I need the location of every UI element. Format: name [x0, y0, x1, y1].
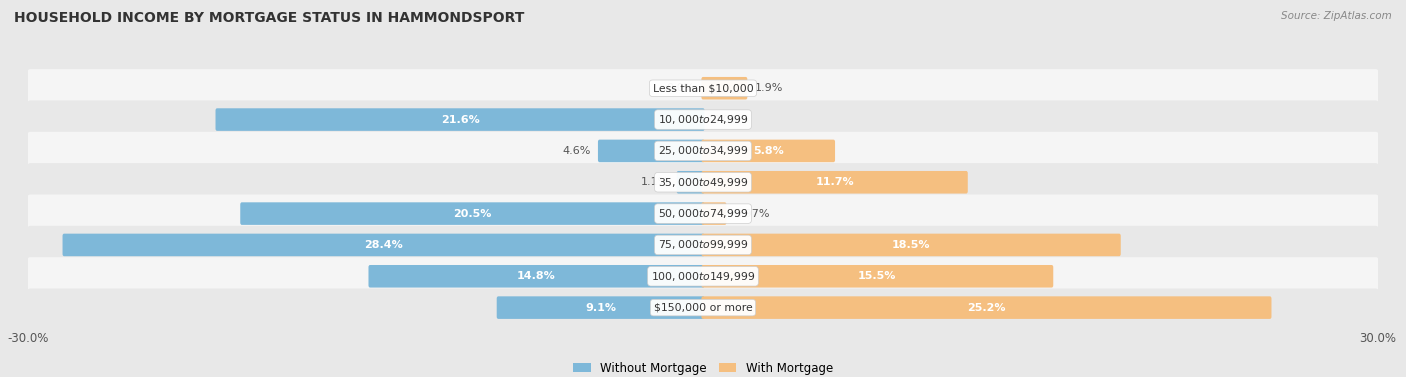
Text: 5.8%: 5.8%	[752, 146, 783, 156]
Text: $100,000 to $149,999: $100,000 to $149,999	[651, 270, 755, 283]
Text: HOUSEHOLD INCOME BY MORTGAGE STATUS IN HAMMONDSPORT: HOUSEHOLD INCOME BY MORTGAGE STATUS IN H…	[14, 11, 524, 25]
FancyBboxPatch shape	[27, 226, 1379, 264]
FancyBboxPatch shape	[496, 296, 704, 319]
Text: 25.2%: 25.2%	[967, 303, 1005, 313]
Text: 15.5%: 15.5%	[858, 271, 897, 281]
Text: 14.8%: 14.8%	[517, 271, 555, 281]
Text: 20.5%: 20.5%	[453, 208, 492, 219]
FancyBboxPatch shape	[27, 257, 1379, 296]
FancyBboxPatch shape	[27, 100, 1379, 139]
Text: Less than $10,000: Less than $10,000	[652, 83, 754, 93]
FancyBboxPatch shape	[702, 202, 727, 225]
Text: $50,000 to $74,999: $50,000 to $74,999	[658, 207, 748, 220]
Text: 9.1%: 9.1%	[585, 303, 616, 313]
FancyBboxPatch shape	[27, 195, 1379, 233]
FancyBboxPatch shape	[702, 296, 1271, 319]
FancyBboxPatch shape	[62, 234, 704, 256]
Text: 1.1%: 1.1%	[641, 177, 669, 187]
Text: 0.97%: 0.97%	[734, 208, 769, 219]
Text: $35,000 to $49,999: $35,000 to $49,999	[658, 176, 748, 189]
Text: 11.7%: 11.7%	[815, 177, 853, 187]
Text: $10,000 to $24,999: $10,000 to $24,999	[658, 113, 748, 126]
FancyBboxPatch shape	[27, 69, 1379, 107]
Text: 18.5%: 18.5%	[891, 240, 931, 250]
FancyBboxPatch shape	[368, 265, 704, 288]
FancyBboxPatch shape	[702, 171, 967, 193]
Legend: Without Mortgage, With Mortgage: Without Mortgage, With Mortgage	[568, 357, 838, 377]
FancyBboxPatch shape	[702, 234, 1121, 256]
FancyBboxPatch shape	[27, 132, 1379, 170]
Text: 0.0%: 0.0%	[666, 83, 695, 93]
FancyBboxPatch shape	[702, 139, 835, 162]
FancyBboxPatch shape	[702, 265, 1053, 288]
FancyBboxPatch shape	[598, 139, 704, 162]
Text: $25,000 to $34,999: $25,000 to $34,999	[658, 144, 748, 158]
Text: $150,000 or more: $150,000 or more	[654, 303, 752, 313]
FancyBboxPatch shape	[676, 171, 704, 193]
Text: 4.6%: 4.6%	[562, 146, 591, 156]
FancyBboxPatch shape	[702, 77, 748, 100]
FancyBboxPatch shape	[240, 202, 704, 225]
Text: 28.4%: 28.4%	[364, 240, 404, 250]
Text: $75,000 to $99,999: $75,000 to $99,999	[658, 238, 748, 251]
Text: 1.9%: 1.9%	[755, 83, 783, 93]
FancyBboxPatch shape	[27, 288, 1379, 327]
Text: 21.6%: 21.6%	[440, 115, 479, 124]
Text: 0.0%: 0.0%	[711, 115, 740, 124]
FancyBboxPatch shape	[215, 108, 704, 131]
FancyBboxPatch shape	[27, 163, 1379, 201]
Text: Source: ZipAtlas.com: Source: ZipAtlas.com	[1281, 11, 1392, 21]
